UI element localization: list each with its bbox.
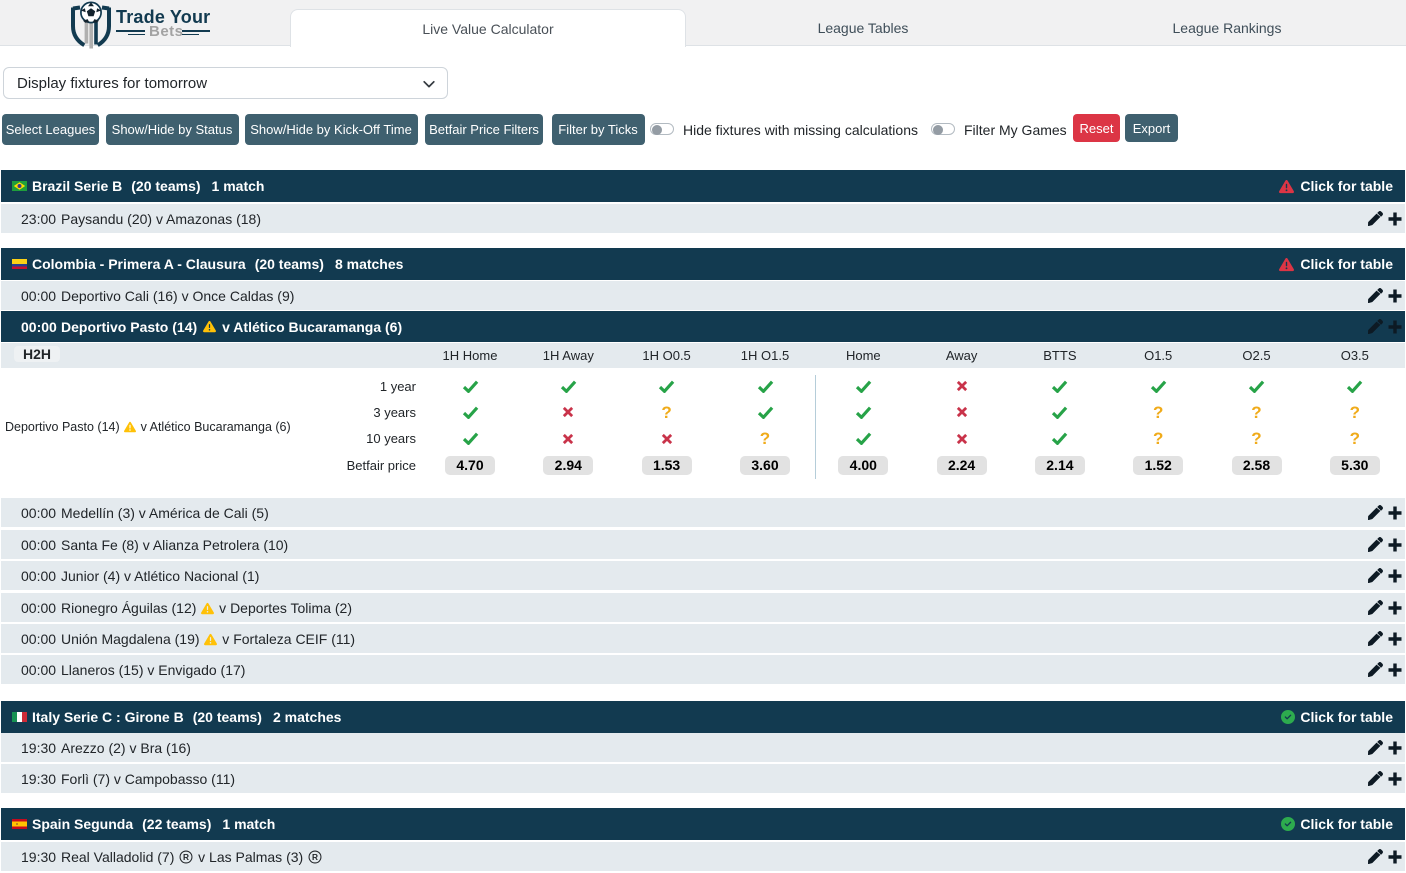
svg-text:R: R — [312, 851, 318, 861]
svg-text:R: R — [183, 851, 189, 861]
